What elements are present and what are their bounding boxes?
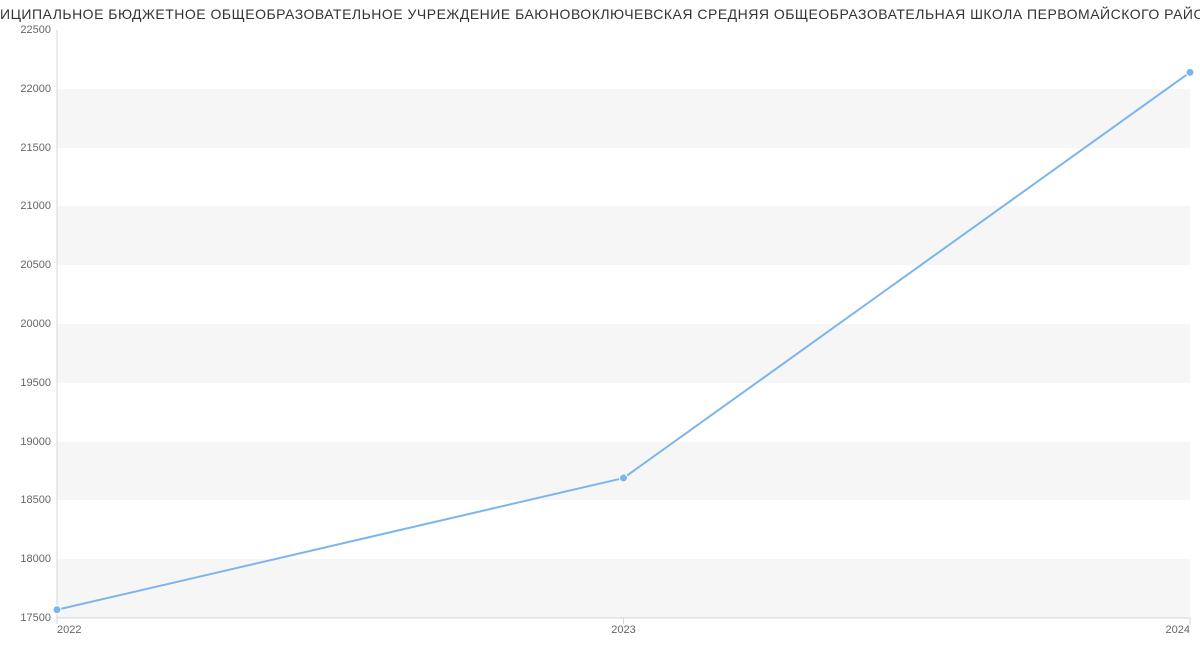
x-tick-label: 2022 [57,618,81,636]
y-tick-label: 20500 [20,259,57,271]
data-point[interactable] [1186,68,1194,76]
x-tick-label: 2024 [1166,618,1190,636]
y-tick-label: 19500 [20,377,57,389]
y-tick-label: 21500 [20,142,57,154]
line-layer [57,30,1190,618]
y-tick-label: 21000 [20,200,57,212]
series-line [57,72,1190,609]
x-tick-label: 2023 [611,618,635,636]
y-tick-label: 17500 [20,612,57,624]
chart-container: ИЦИПАЛЬНОЕ БЮДЖЕТНОЕ ОБЩЕОБРАЗОВАТЕЛЬНОЕ… [0,0,1200,650]
chart-title: ИЦИПАЛЬНОЕ БЮДЖЕТНОЕ ОБЩЕОБРАЗОВАТЕЛЬНОЕ… [0,6,1200,22]
y-tick-label: 20000 [20,318,57,330]
y-tick-label: 18500 [20,494,57,506]
y-tick-label: 19000 [20,436,57,448]
data-point[interactable] [620,474,628,482]
y-tick-label: 22000 [20,83,57,95]
y-tick-label: 22500 [20,24,57,36]
plot-area: 1750018000185001900019500200002050021000… [57,30,1190,618]
y-tick-label: 18000 [20,553,57,565]
